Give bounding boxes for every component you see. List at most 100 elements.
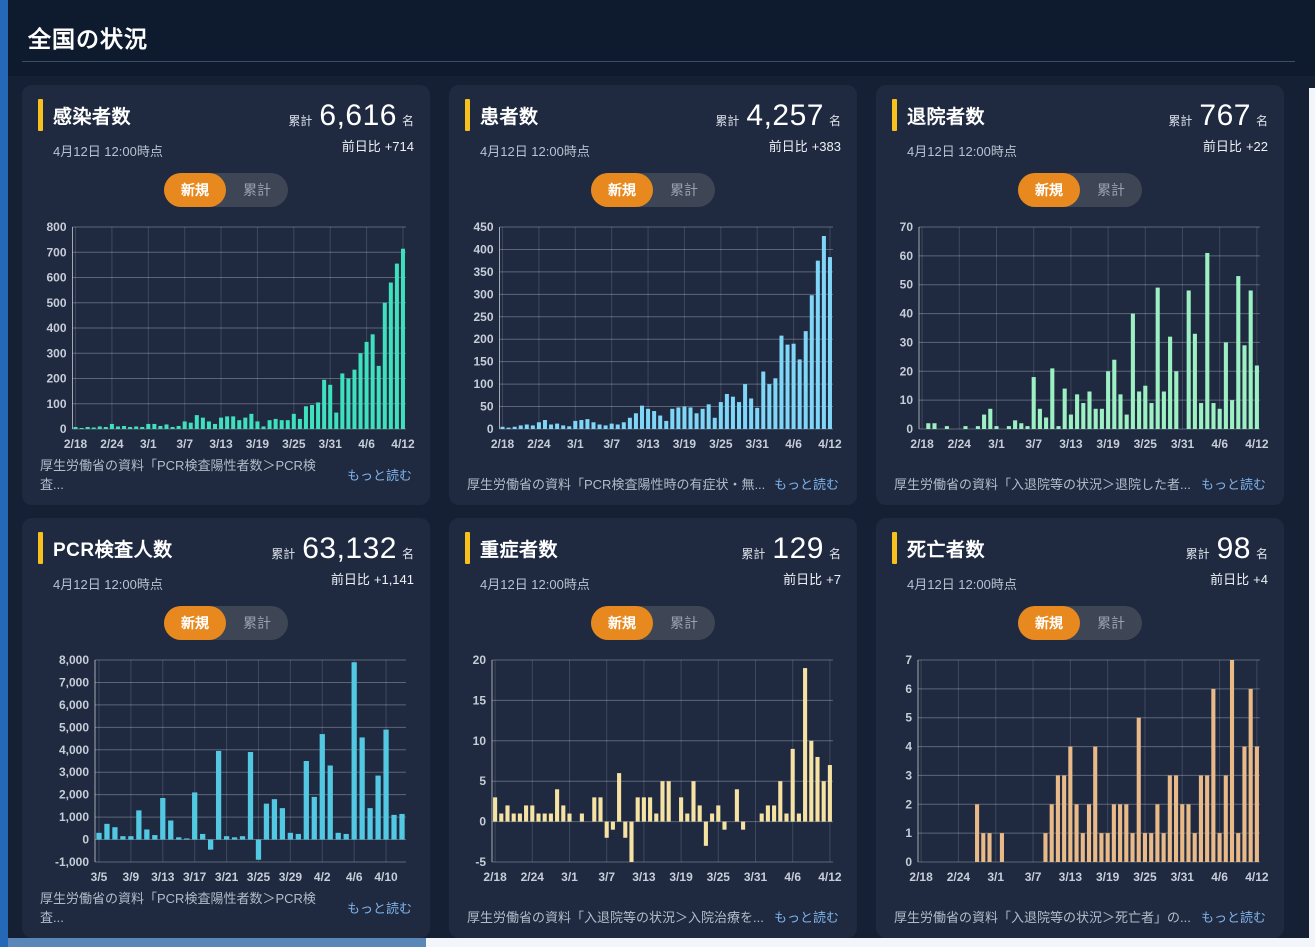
diff-prefix: 前日比 bbox=[341, 139, 381, 154]
source-text: 厚生労働省の資料「PCR検査陽性者数＞PCR検査... bbox=[40, 891, 316, 925]
svg-text:3/25: 3/25 bbox=[1134, 437, 1158, 451]
chart-container: 0 50 100 150 200 250 300 350 400 450 2/18 2/24 3/1 3/… bbox=[465, 217, 842, 455]
toggle-new-button[interactable]: 新規 bbox=[164, 606, 226, 640]
diff-line: 前日比 +7 bbox=[741, 569, 841, 588]
chart-container: 0 1 2 3 4 5 6 7 2/18 2/24 3/1 3/7 3/13 3/19 3/25 3/31 4/… bbox=[892, 650, 1269, 888]
svg-text:6: 6 bbox=[905, 682, 912, 696]
card-accent-bar bbox=[38, 532, 43, 564]
cumulative-value: 767 bbox=[1199, 99, 1251, 132]
svg-text:3/13: 3/13 bbox=[209, 437, 233, 451]
unit-label: 名 bbox=[401, 547, 414, 561]
svg-text:-1,000: -1,000 bbox=[55, 855, 89, 869]
svg-text:3/19: 3/19 bbox=[1096, 870, 1120, 884]
bottom-edge-white-segment bbox=[426, 938, 1315, 947]
card-header: 患者数 4月12日 12:00時点 累計 4,257 名 前日比 +383 bbox=[465, 99, 841, 160]
svg-text:20: 20 bbox=[473, 653, 487, 667]
read-more-link[interactable]: もっと読む bbox=[1200, 477, 1266, 492]
svg-text:3/31: 3/31 bbox=[1171, 437, 1195, 451]
bar-chart: 0 50 100 150 200 250 300 350 400 450 2/18 2/24 3/1 3/… bbox=[473, 220, 842, 451]
svg-text:3/25: 3/25 bbox=[707, 870, 731, 884]
toggle-new-button[interactable]: 新規 bbox=[1018, 606, 1080, 640]
unit-label: 名 bbox=[828, 114, 841, 128]
svg-text:250: 250 bbox=[473, 310, 493, 324]
diff-line: 前日比 +383 bbox=[715, 136, 841, 155]
svg-text:2,000: 2,000 bbox=[59, 788, 89, 802]
svg-text:5: 5 bbox=[479, 774, 486, 788]
svg-text:3/9: 3/9 bbox=[123, 870, 140, 884]
unit-label: 名 bbox=[401, 114, 414, 128]
toggle-cumulative-button[interactable]: 累計 bbox=[1080, 173, 1142, 207]
toggle-new-button[interactable]: 新規 bbox=[1018, 173, 1080, 207]
svg-text:3/1: 3/1 bbox=[988, 437, 1005, 451]
cards-grid: 感染者数 4月12日 12:00時点 累計 6,616 名 前日比 +714 新規 累… bbox=[22, 85, 1284, 938]
source-text: 厚生労働省の資料「PCR検査陽性時の有症状・無... bbox=[467, 477, 766, 492]
as-of-date: 4月12日 12:00時点 bbox=[907, 577, 1017, 592]
svg-text:3/7: 3/7 bbox=[1025, 437, 1042, 451]
svg-text:2/18: 2/18 bbox=[909, 870, 933, 884]
chart-container: 0 10 20 30 40 50 60 70 2/18 2/24 3/1 3/7 3/13 3/19 3/2… bbox=[892, 217, 1269, 455]
svg-text:4/12: 4/12 bbox=[818, 437, 842, 451]
diff-line: 前日比 +22 bbox=[1168, 136, 1268, 155]
card-accent-bar bbox=[465, 532, 470, 564]
svg-text:4/6: 4/6 bbox=[784, 870, 801, 884]
svg-text:0: 0 bbox=[487, 422, 494, 436]
svg-text:3/7: 3/7 bbox=[176, 437, 193, 451]
new-cumulative-toggle: 新規 累計 bbox=[1018, 606, 1142, 640]
svg-text:3/25: 3/25 bbox=[709, 437, 733, 451]
svg-text:30: 30 bbox=[900, 335, 914, 349]
read-more-link[interactable]: もっと読む bbox=[773, 910, 839, 925]
svg-text:4/10: 4/10 bbox=[374, 870, 398, 884]
bar-chart: 0 10 20 30 40 50 60 70 2/18 2/24 3/1 3/7 3/13 3/19 3/2… bbox=[900, 220, 1269, 451]
diff-line: 前日比 +4 bbox=[1186, 569, 1268, 588]
svg-text:300: 300 bbox=[46, 346, 66, 360]
svg-text:3/7: 3/7 bbox=[598, 870, 615, 884]
cumulative-label: 累計 bbox=[715, 114, 740, 128]
toggle-cumulative-button[interactable]: 累計 bbox=[653, 606, 715, 640]
svg-text:-5: -5 bbox=[475, 855, 486, 869]
cumulative-value: 129 bbox=[772, 532, 824, 565]
as-of-date: 4月12日 12:00時点 bbox=[53, 144, 163, 159]
toggle-new-button[interactable]: 新規 bbox=[591, 173, 653, 207]
stat-card-infected: 感染者数 4月12日 12:00時点 累計 6,616 名 前日比 +714 新規 累… bbox=[22, 85, 430, 505]
svg-text:4/6: 4/6 bbox=[358, 437, 375, 451]
toggle-cumulative-button[interactable]: 累計 bbox=[226, 173, 288, 207]
read-more-link[interactable]: もっと読む bbox=[773, 477, 839, 492]
svg-text:4/6: 4/6 bbox=[1211, 870, 1228, 884]
card-footer: 厚生労働省の資料「PCR検査陽性者数＞PCR検査... もっと読む bbox=[38, 455, 414, 493]
toggle-new-button[interactable]: 新規 bbox=[164, 173, 226, 207]
svg-text:6,000: 6,000 bbox=[59, 698, 89, 712]
diff-value: +22 bbox=[1245, 139, 1268, 154]
cumulative-value: 63,132 bbox=[302, 532, 397, 565]
svg-text:3/1: 3/1 bbox=[140, 437, 157, 451]
as-of-date: 4月12日 12:00時点 bbox=[907, 144, 1017, 159]
svg-text:2/18: 2/18 bbox=[491, 437, 515, 451]
card-accent-bar bbox=[892, 99, 897, 131]
svg-text:5: 5 bbox=[905, 711, 912, 725]
as-of-date: 4月12日 12:00時点 bbox=[480, 577, 590, 592]
svg-text:3/25: 3/25 bbox=[282, 437, 306, 451]
new-cumulative-toggle: 新規 累計 bbox=[164, 173, 288, 207]
svg-text:400: 400 bbox=[473, 242, 493, 256]
svg-text:0: 0 bbox=[60, 422, 67, 436]
toggle-cumulative-button[interactable]: 累計 bbox=[1080, 606, 1142, 640]
svg-text:4/6: 4/6 bbox=[1211, 437, 1228, 451]
toggle-new-button[interactable]: 新規 bbox=[591, 606, 653, 640]
svg-text:3/13: 3/13 bbox=[1059, 437, 1083, 451]
source-text: 厚生労働省の資料「入退院等の状況＞死亡者」の... bbox=[894, 910, 1191, 925]
toggle-cumulative-button[interactable]: 累計 bbox=[653, 173, 715, 207]
svg-text:20: 20 bbox=[900, 364, 914, 378]
toggle-cumulative-button[interactable]: 累計 bbox=[226, 606, 288, 640]
svg-text:4,000: 4,000 bbox=[59, 743, 89, 757]
card-header: 死亡者数 4月12日 12:00時点 累計 98 名 前日比 +4 bbox=[892, 532, 1268, 593]
svg-text:3/31: 3/31 bbox=[746, 437, 770, 451]
svg-text:2: 2 bbox=[905, 797, 912, 811]
diff-line: 前日比 +714 bbox=[288, 136, 414, 155]
card-header: PCR検査人数 4月12日 12:00時点 累計 63,132 名 前日比 +1,14… bbox=[38, 532, 414, 593]
read-more-link[interactable]: もっと読む bbox=[1200, 910, 1266, 925]
read-more-link[interactable]: もっと読む bbox=[346, 467, 412, 483]
svg-text:3/19: 3/19 bbox=[669, 870, 693, 884]
read-more-link[interactable]: もっと読む bbox=[346, 900, 412, 916]
source-text: 厚生労働省の資料「PCR検査陽性者数＞PCR検査... bbox=[40, 458, 316, 492]
svg-text:3/25: 3/25 bbox=[247, 870, 271, 884]
card-header: 感染者数 4月12日 12:00時点 累計 6,616 名 前日比 +714 bbox=[38, 99, 414, 160]
